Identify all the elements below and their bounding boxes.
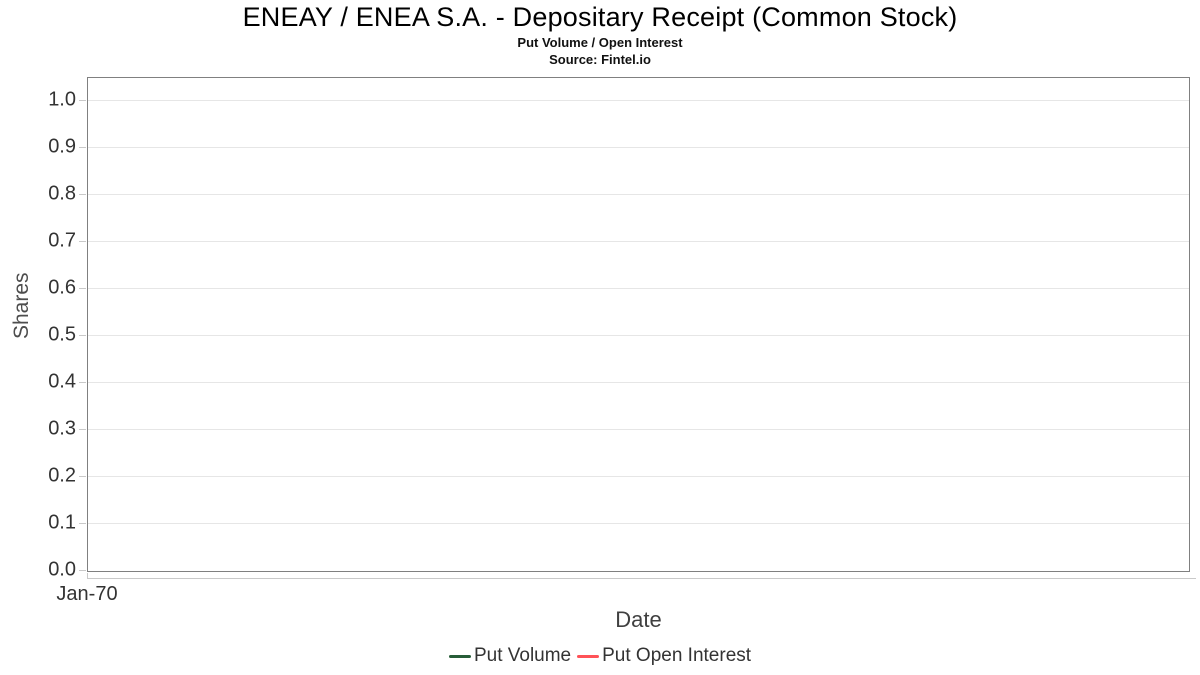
y-axis-tick-label: 0.5: [48, 323, 76, 346]
x-axis-title: Date: [615, 607, 662, 632]
legend-item-put-volume[interactable]: Put Volume: [448, 645, 572, 667]
y-tick-mark: [79, 335, 86, 336]
y-axis-tick-label: 0.6: [48, 276, 76, 299]
y-tick-mark: [79, 570, 86, 571]
gridline: [88, 429, 1189, 430]
y-tick-mark: [79, 194, 86, 195]
y-tick-mark: [79, 147, 86, 148]
y-tick-mark: [79, 382, 86, 383]
legend-label: Put Volume: [473, 645, 572, 666]
y-axis-tick-label: 0.2: [48, 464, 76, 487]
y-axis-tick-label: 0.4: [48, 370, 76, 393]
chart-subtitle: Put Volume / Open Interest: [517, 35, 683, 50]
gridline: [88, 335, 1189, 336]
y-tick-mark: [79, 100, 86, 101]
x-tick-mark: [87, 573, 88, 579]
y-tick-mark: [79, 476, 86, 477]
x-axis-line: [87, 578, 1196, 579]
y-axis-tick-label: 0.1: [48, 511, 76, 534]
gridline: [88, 194, 1189, 195]
y-axis-tick-label: 1.0: [48, 88, 76, 111]
legend: Put Volume Put Open Interest: [0, 645, 1200, 667]
gridline: [88, 147, 1189, 148]
gridline: [88, 241, 1189, 242]
chart-title: ENEAY / ENEA S.A. - Depositary Receipt (…: [242, 2, 958, 32]
plot-area: [87, 77, 1190, 572]
y-tick-mark: [79, 523, 86, 524]
y-axis-tick-label: 0.8: [48, 182, 76, 205]
gridline: [88, 288, 1189, 289]
legend-item-put-open-interest[interactable]: Put Open Interest: [577, 645, 751, 667]
legend-line-icon: [577, 654, 600, 658]
y-axis-tick-label: 0.9: [48, 135, 76, 158]
y-axis-tick-label: 0.7: [48, 229, 76, 252]
y-tick-mark: [79, 429, 86, 430]
gridline: [88, 382, 1189, 383]
gridline: [88, 523, 1189, 524]
gridline: [88, 476, 1189, 477]
y-axis-tick-label: 0.0: [48, 558, 76, 581]
y-tick-mark: [79, 288, 86, 289]
legend-label: Put Open Interest: [602, 645, 752, 666]
y-tick-mark: [79, 241, 86, 242]
chart-source: Source: Fintel.io: [549, 52, 651, 67]
gridline: [88, 100, 1189, 101]
y-axis-tick-label: 0.3: [48, 417, 76, 440]
legend-line-icon: [448, 654, 471, 658]
x-axis-tick-label: Jan-70: [56, 583, 118, 605]
